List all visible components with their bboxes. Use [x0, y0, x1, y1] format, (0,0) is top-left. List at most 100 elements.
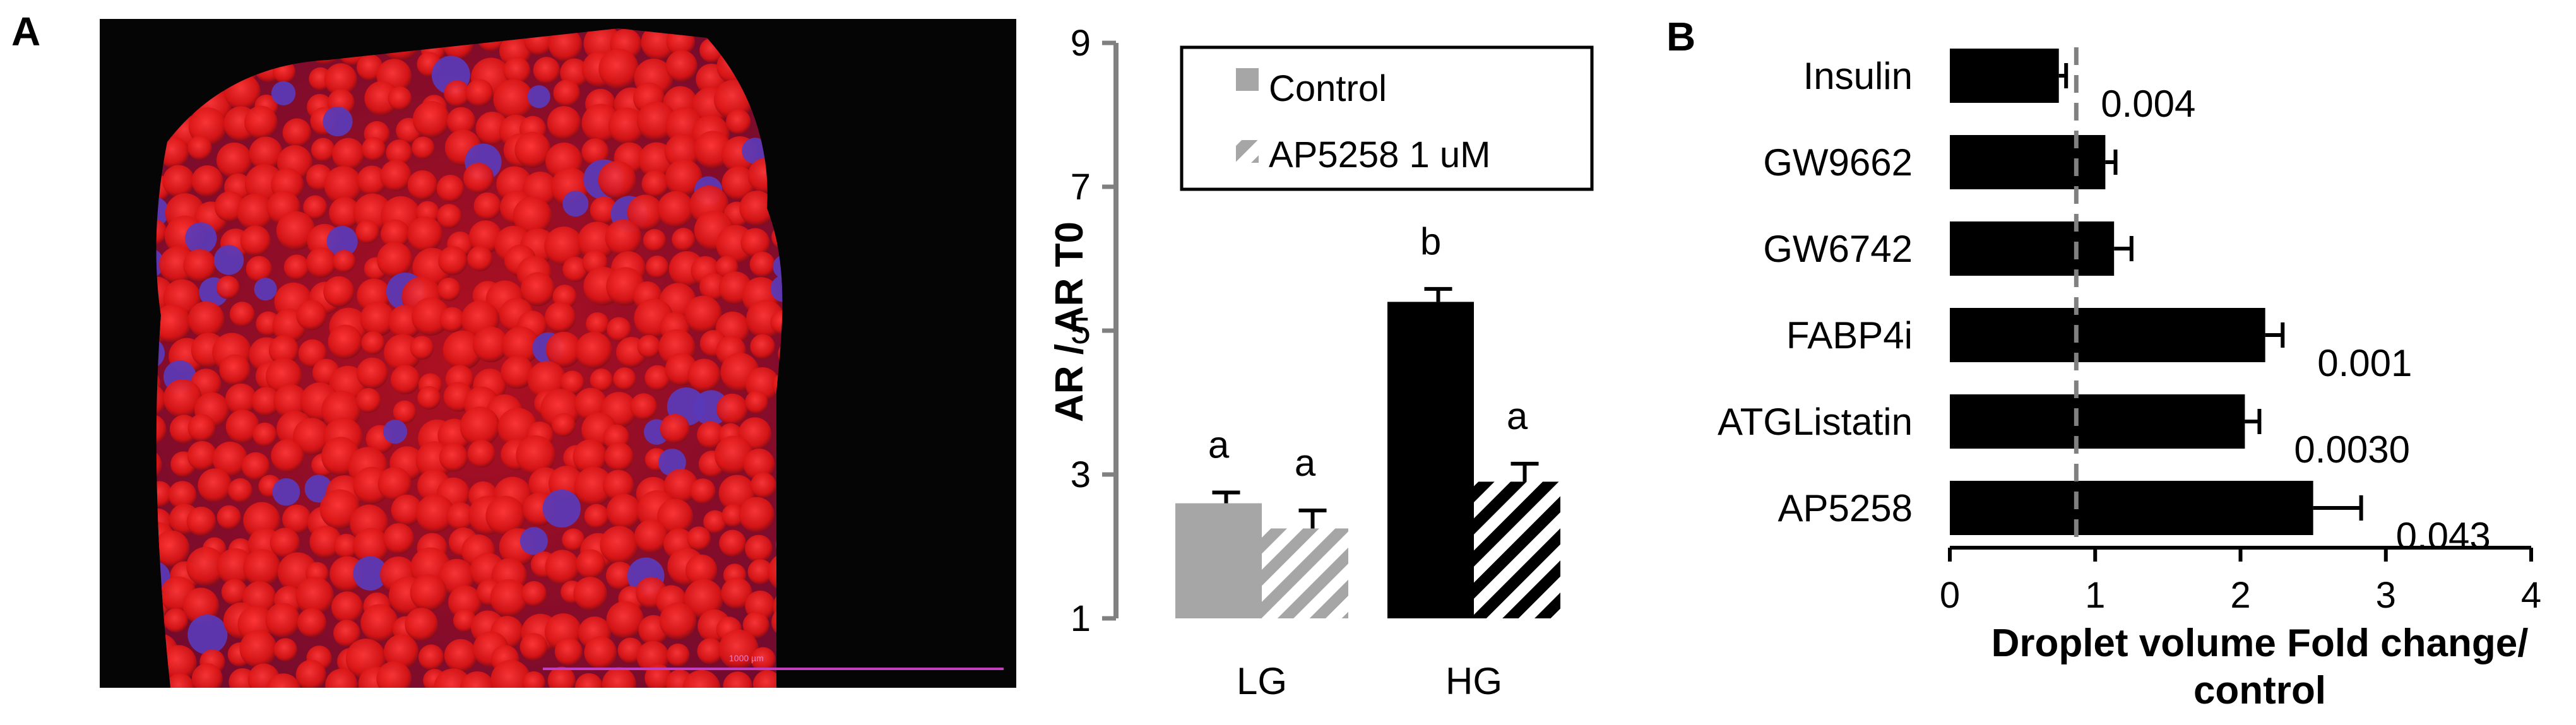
legend-label-control: Control	[1269, 68, 1387, 109]
y-tick-label: GW9662	[1763, 141, 1913, 184]
cell	[598, 49, 639, 89]
cell	[309, 526, 342, 558]
cell	[156, 562, 170, 592]
cell	[353, 556, 388, 591]
cell	[434, 668, 473, 688]
cell	[185, 222, 217, 254]
cell	[383, 419, 408, 444]
bar-atglistatin	[1950, 394, 2245, 449]
cell	[657, 498, 694, 535]
cell	[554, 637, 583, 666]
cell	[329, 197, 361, 229]
cell	[743, 448, 775, 480]
cell	[718, 629, 759, 670]
cell	[249, 136, 283, 170]
cell	[364, 81, 400, 116]
cell	[436, 175, 465, 203]
cell	[521, 581, 547, 607]
cell	[644, 664, 672, 688]
cell	[186, 546, 226, 586]
cell	[156, 530, 190, 567]
cell	[663, 468, 699, 504]
cell	[156, 384, 167, 417]
cell	[553, 80, 581, 107]
cell	[687, 526, 711, 551]
cell	[574, 466, 614, 506]
cell	[533, 57, 561, 84]
cell	[439, 442, 468, 472]
x-tick-label: 4	[2521, 575, 2541, 616]
cell	[412, 136, 435, 160]
x-axis-label-line2: control	[2193, 669, 2326, 712]
cell	[328, 324, 363, 360]
cell	[513, 196, 552, 236]
cell	[418, 644, 444, 670]
cell	[266, 673, 301, 688]
cell	[493, 79, 534, 120]
cell	[581, 138, 609, 166]
chart-droplet-volume: 0 1 2 3 4 Insulin 0.004 GW9662 GW6742 FABP4i 0.00…	[1718, 47, 2541, 712]
cell	[627, 194, 663, 231]
legend-swatch-ap5258	[1236, 140, 1259, 163]
x-tick-label: HG	[1445, 660, 1502, 702]
cell	[237, 193, 274, 230]
cell	[216, 276, 240, 300]
cell	[273, 638, 297, 662]
cell	[380, 160, 412, 192]
cell	[750, 472, 776, 498]
cell	[584, 504, 609, 529]
cell	[212, 441, 248, 477]
panel-b-label: B	[1666, 14, 1695, 59]
cell	[244, 105, 278, 139]
cell	[637, 334, 661, 358]
cell	[383, 523, 415, 555]
cell	[719, 529, 747, 557]
x-axis: 0 1 2 3 4	[1940, 546, 2541, 616]
cell	[672, 228, 696, 252]
cell	[684, 579, 723, 618]
cell	[410, 336, 434, 360]
cell	[586, 312, 609, 336]
cell	[467, 440, 496, 468]
cell	[191, 165, 223, 197]
cell	[644, 365, 670, 391]
cell	[273, 384, 308, 419]
cell	[750, 334, 775, 360]
cell	[560, 370, 585, 395]
y-tick-label: 3	[1071, 454, 1091, 495]
cell	[472, 326, 509, 363]
cell	[323, 276, 355, 307]
cell	[376, 661, 412, 688]
cell	[357, 165, 387, 196]
cell	[542, 489, 581, 528]
y-tick-label: 5	[1071, 310, 1091, 351]
cell	[254, 278, 277, 301]
cell	[361, 137, 386, 162]
labels: Insulin 0.004 GW9662 GW6742 FABP4i 0.001 ATGLi…	[1718, 55, 2491, 557]
cell	[460, 671, 495, 688]
cell	[187, 614, 228, 655]
cell	[186, 507, 217, 536]
cell	[165, 673, 194, 688]
cell	[407, 170, 438, 201]
cell	[391, 494, 423, 526]
y-tick-label: 9	[1071, 23, 1091, 64]
p-value-label: 0.004	[2101, 83, 2195, 125]
cell	[485, 495, 526, 536]
cell	[690, 478, 716, 504]
cell	[355, 220, 379, 244]
cell	[156, 481, 172, 507]
cell	[360, 302, 395, 337]
x-tick-label: 2	[2230, 575, 2250, 616]
cell	[606, 493, 642, 529]
cell	[684, 295, 722, 333]
legend-box	[1180, 45, 1594, 191]
cell	[576, 549, 605, 579]
cell	[545, 550, 580, 585]
cell	[723, 671, 752, 688]
cell	[745, 391, 768, 414]
cell	[773, 254, 783, 280]
y-tick-label: ATGListatin	[1718, 401, 1913, 443]
cell	[268, 335, 299, 365]
